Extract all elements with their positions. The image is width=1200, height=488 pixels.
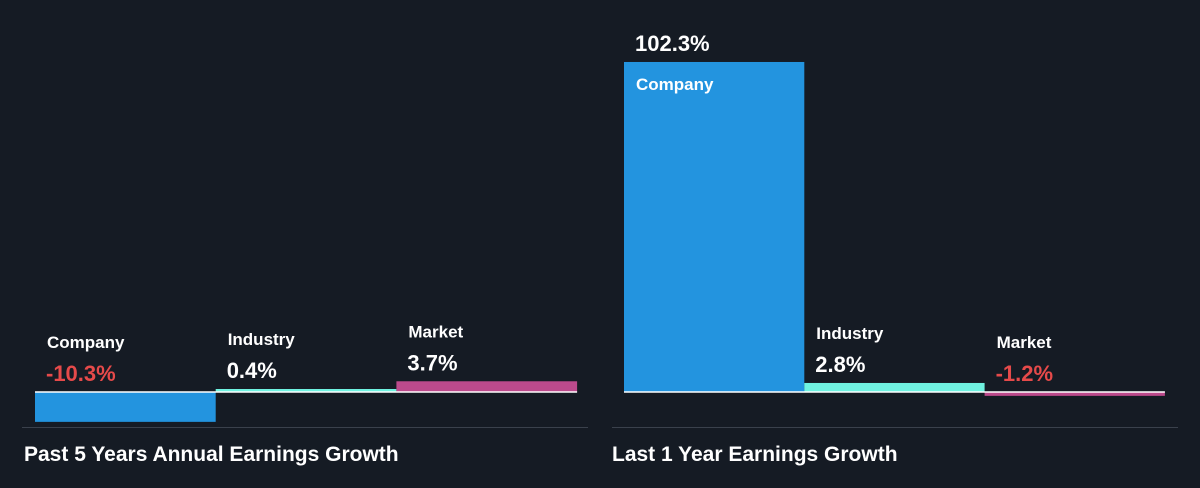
value-label-industry: 2.8% [815,352,865,377]
value-label-company: 102.3% [635,31,710,56]
category-label-company: Company [636,75,714,94]
value-label-company: -10.3% [46,361,116,386]
bar-company [624,61,805,393]
value-label-industry: 0.4% [227,358,277,383]
value-label-market: -1.2% [996,361,1053,386]
category-label-market: Market [997,333,1052,352]
category-label-company: Company [47,333,125,352]
value-label-market: 3.7% [407,350,457,375]
category-label-industry: Industry [228,330,296,349]
category-label-market: Market [408,322,463,341]
bar-industry [804,382,985,392]
bar-market [396,381,578,392]
chart-title-five-year: Past 5 Years Annual Earnings Growth [24,443,399,466]
bar-company [35,392,216,422]
chart-title-one-year: Last 1 Year Earnings Growth [612,443,898,466]
category-label-industry: Industry [816,324,884,343]
bar-market [984,392,1165,396]
bar-industry [215,389,397,392]
